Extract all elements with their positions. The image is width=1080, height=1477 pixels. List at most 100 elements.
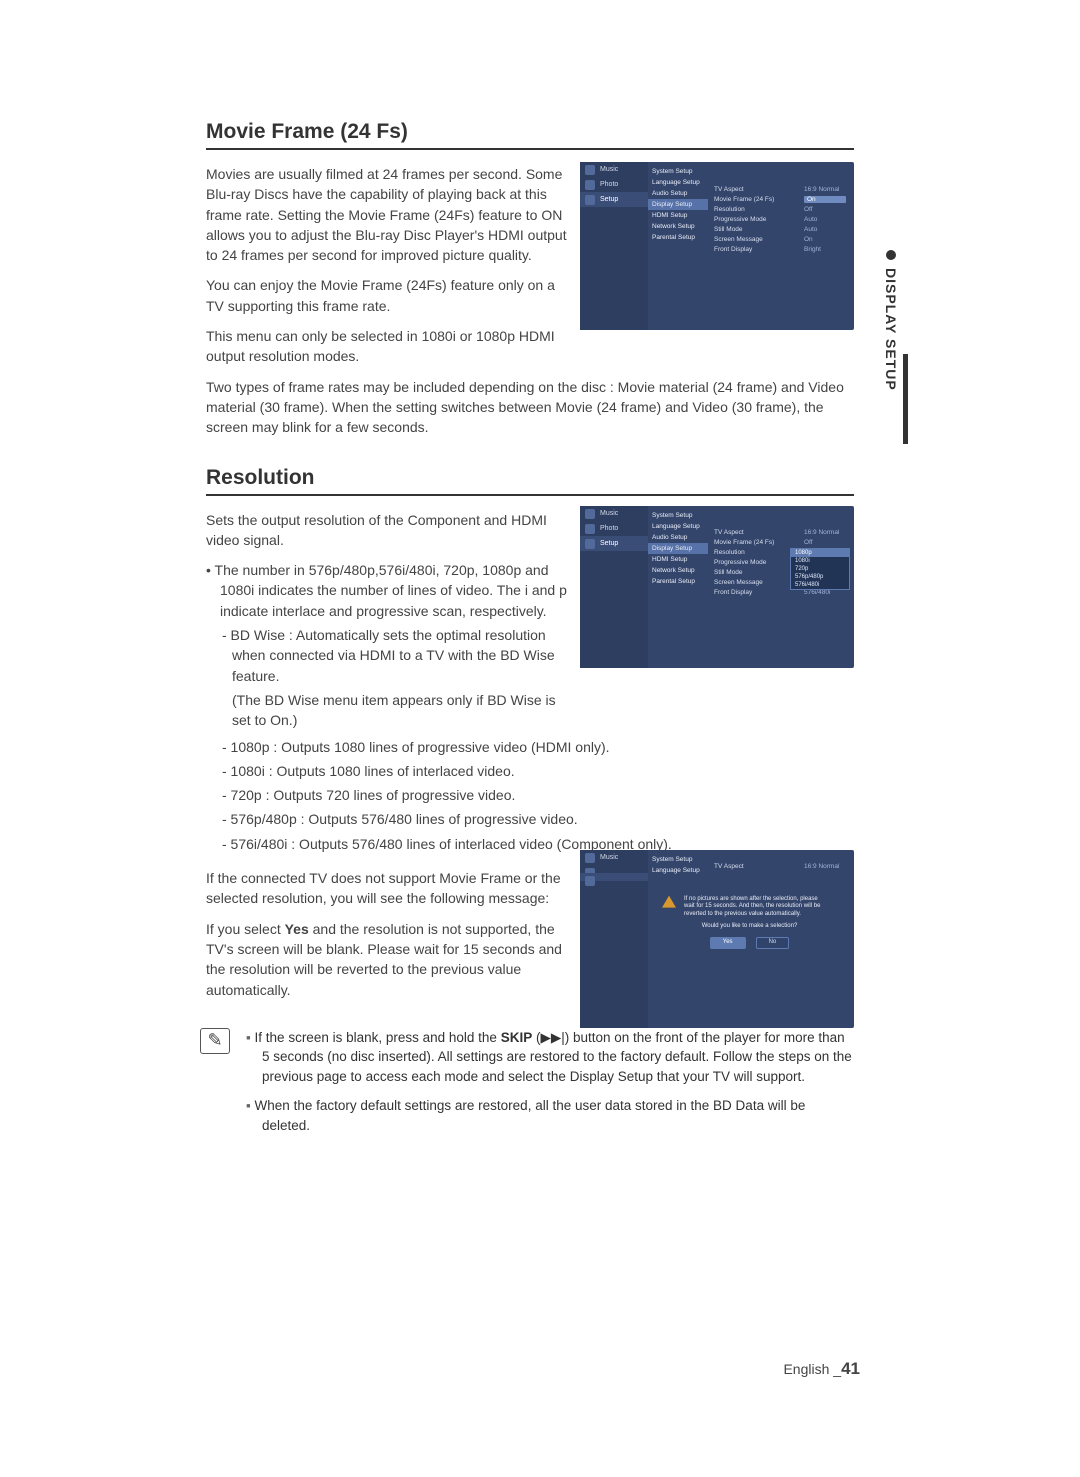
- ui-menu: System Setup Language Setup Audio Setup …: [648, 510, 708, 587]
- ui-screenshot-warning: Music System Setup Language Setup TV Asp…: [580, 850, 854, 1028]
- ui-side-setup: [580, 873, 648, 881]
- ui-menu-item: System Setup: [648, 854, 708, 865]
- ui-menu-item: Network Setup: [648, 565, 708, 576]
- mf-para-2: You can enjoy the Movie Frame (24Fs) fea…: [206, 275, 576, 316]
- ui-side-label: Music: [600, 854, 618, 861]
- res-para-3: If you select Yes and the resolution is …: [206, 919, 576, 1000]
- ui-side-label: Setup: [600, 540, 618, 547]
- gear-icon: [585, 539, 595, 549]
- ui-val: Auto: [804, 216, 846, 223]
- ui-btn-yes: Yes: [710, 937, 746, 949]
- ui-row-highlighted: Movie Frame (24 Fs)On: [710, 194, 850, 204]
- photo-icon: [585, 524, 595, 534]
- ui-side-music: Music: [580, 506, 648, 521]
- ui-side-music: Music: [580, 162, 648, 177]
- ui-menu-item: Language Setup: [648, 865, 708, 876]
- ui-row: TV Aspect 16:9 Normal: [710, 528, 850, 538]
- mf-para-4: Two types of frame rates may be included…: [206, 377, 854, 438]
- ui-val: 16:9 Normal: [804, 863, 846, 870]
- warning-icon: [662, 896, 676, 908]
- ui-side-label: Photo: [600, 525, 618, 532]
- ui-row: Front Display Bright: [710, 244, 850, 254]
- ui-btn-no: No: [756, 937, 790, 949]
- ui-side-label: Photo: [600, 181, 618, 188]
- text-bold-yes: Yes: [285, 921, 309, 937]
- ui-key: Resolution: [714, 549, 800, 556]
- ui-key: TV Aspect: [714, 529, 800, 536]
- res-bullet-1: • The number in 576p/480p,576i/480i, 720…: [206, 560, 576, 621]
- ui-side-setup: Setup: [580, 536, 648, 551]
- ui-val: On: [804, 196, 846, 203]
- res-sub-576p: - 576p/480p : Outputs 576/480 lines of p…: [206, 809, 854, 829]
- res-sub-1080p: - 1080p : Outputs 1080 lines of progress…: [206, 737, 854, 757]
- ui-sidebar: Music Photo Setup: [580, 162, 648, 330]
- ui-key: Still Mode: [714, 569, 800, 576]
- ui-menu-item: Parental Setup: [648, 576, 708, 587]
- page-content: Movie Frame (24 Fs) Movies are usually f…: [206, 120, 854, 1146]
- ui-row: Still Mode Auto: [710, 224, 850, 234]
- ui-menu-item: Network Setup: [648, 221, 708, 232]
- ui-settings-list: TV Aspect16:9 Normal: [710, 862, 850, 872]
- ui-row: Screen MessageOn: [710, 234, 850, 244]
- music-icon: [585, 165, 595, 175]
- ui-warning-text-1: If no pictures are shown after the selec…: [684, 896, 824, 919]
- ui-val: 16:9 Normal: [804, 529, 846, 536]
- ui-menu-item: HDMI Setup: [648, 210, 708, 221]
- ui-side-photo: [580, 865, 648, 873]
- note-box: ✎ If the screen is blank, press and hold…: [200, 1028, 854, 1146]
- ui-key: Front Display: [714, 589, 800, 596]
- res-sub-bdwise-note: (The BD Wise menu item appears only if B…: [206, 690, 576, 731]
- note-icon: ✎: [200, 1028, 230, 1054]
- ui-menu-item: HDMI Setup: [648, 554, 708, 565]
- text: If the screen is blank, press and hold t…: [255, 1030, 501, 1045]
- ui-side-music: Music: [580, 850, 648, 865]
- ui-menu-item: Language Setup: [648, 177, 708, 188]
- gear-icon: [585, 195, 595, 205]
- ui-side-photo: Photo: [580, 177, 648, 192]
- side-tab-dot: [886, 250, 896, 260]
- ui-sidebar: Music Photo Setup: [580, 506, 648, 668]
- res-sub-bdwise: - BD Wise : Automatically sets the optim…: [206, 625, 576, 686]
- side-tab: DISPLAY SETUP: [880, 250, 902, 460]
- section-movie-frame: Movie Frame (24 Fs) Movies are usually f…: [206, 120, 854, 438]
- ui-row: TV Aspect16:9 Normal: [710, 862, 850, 872]
- ui-side-photo: Photo: [580, 521, 648, 536]
- ui-key: Still Mode: [714, 226, 800, 233]
- ui-settings-list: TV Aspect16:9 Normal Movie Frame (24 Fs)…: [710, 184, 850, 254]
- ui-row: TV Aspect16:9 Normal: [710, 184, 850, 194]
- ui-menu: System Setup Language Setup Audio Setup …: [648, 166, 708, 243]
- ui-val: Auto: [804, 226, 846, 233]
- ui-menu-item: Language Setup: [648, 521, 708, 532]
- ui-val: Off: [804, 206, 846, 213]
- heading-movie-frame: Movie Frame (24 Fs): [206, 120, 854, 150]
- ui-warning-buttons: Yes No: [662, 937, 837, 949]
- res-sub-1080i: - 1080i : Outputs 1080 lines of interlac…: [206, 761, 854, 781]
- note-list: If the screen is blank, press and hold t…: [246, 1028, 854, 1146]
- side-tab-bar: [903, 354, 908, 444]
- ui-key: Front Display: [714, 246, 800, 253]
- section-resolution: Resolution Sets the output resolution of…: [206, 466, 854, 1000]
- footer-page-number: 41: [841, 1359, 860, 1378]
- ui-warning-dialog: If no pictures are shown after the selec…: [662, 896, 837, 949]
- ui-menu-item-selected: Display Setup: [648, 543, 708, 554]
- ui-key: Resolution: [714, 206, 800, 213]
- ui-popup-item: 1080i: [791, 557, 849, 565]
- ui-val: 16:9 Normal: [804, 186, 846, 193]
- footer-lang: English: [783, 1361, 829, 1377]
- ui-menu-item: Audio Setup: [648, 188, 708, 199]
- photo-icon: [585, 180, 595, 190]
- ui-row: Movie Frame (24 Fs)Off: [710, 538, 850, 548]
- ui-val: Bright: [804, 246, 846, 253]
- ui-menu-item: Parental Setup: [648, 232, 708, 243]
- ui-screenshot-resolution: Music Photo Setup System Setup Language …: [580, 506, 854, 668]
- ui-warning-text-2: Would you like to make a selection?: [662, 923, 837, 931]
- ui-val: Off: [804, 539, 846, 546]
- music-icon: [585, 509, 595, 519]
- ui-menu-item: System Setup: [648, 166, 708, 177]
- ui-sidebar: Music: [580, 850, 648, 1028]
- text-bold-skip: SKIP: [501, 1030, 533, 1045]
- note-item-2: When the factory default settings are re…: [246, 1096, 854, 1135]
- ui-side-label: Music: [600, 166, 618, 173]
- ui-key: Screen Message: [714, 236, 800, 243]
- mf-para-1: Movies are usually filmed at 24 frames p…: [206, 164, 576, 265]
